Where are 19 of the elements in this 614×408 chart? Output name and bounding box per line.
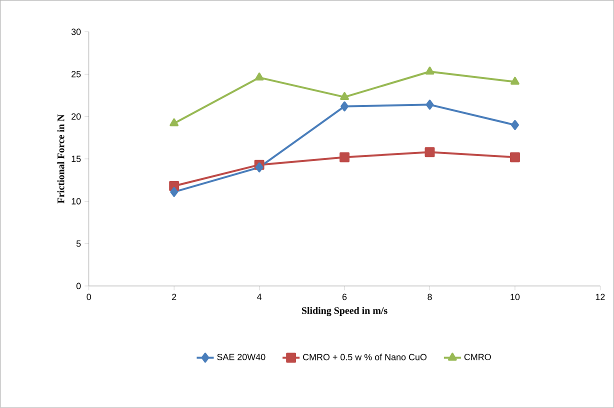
y-tick-label: 25: [72, 71, 81, 78]
y-tick-label: 10: [72, 198, 81, 205]
x-tick-label: 0: [86, 294, 92, 300]
y-axis-title: Frictional Force in N: [57, 114, 64, 204]
y-tick-label: 30: [71, 28, 81, 36]
y-tick-label: 5: [76, 240, 81, 247]
legend-label: CMRO + 0.5 w % of Nano CuO: [303, 354, 427, 360]
legend-label: SAE 20W40: [217, 354, 266, 360]
x-tick-label: 8: [428, 294, 432, 300]
y-tick-label: 15: [72, 156, 81, 162]
legend-label: CMRO: [464, 354, 491, 360]
x-tick-label: 4: [257, 294, 262, 300]
x-axis-title: Sliding Speed in m/s: [302, 307, 388, 316]
x-tick-label: 10: [510, 294, 520, 300]
x-tick-label: 2: [172, 294, 176, 300]
y-tick-label: 0: [76, 282, 81, 290]
y-tick-label: 20: [72, 113, 81, 120]
x-tick-label: 12: [596, 294, 605, 300]
x-tick-label: 6: [342, 294, 347, 300]
